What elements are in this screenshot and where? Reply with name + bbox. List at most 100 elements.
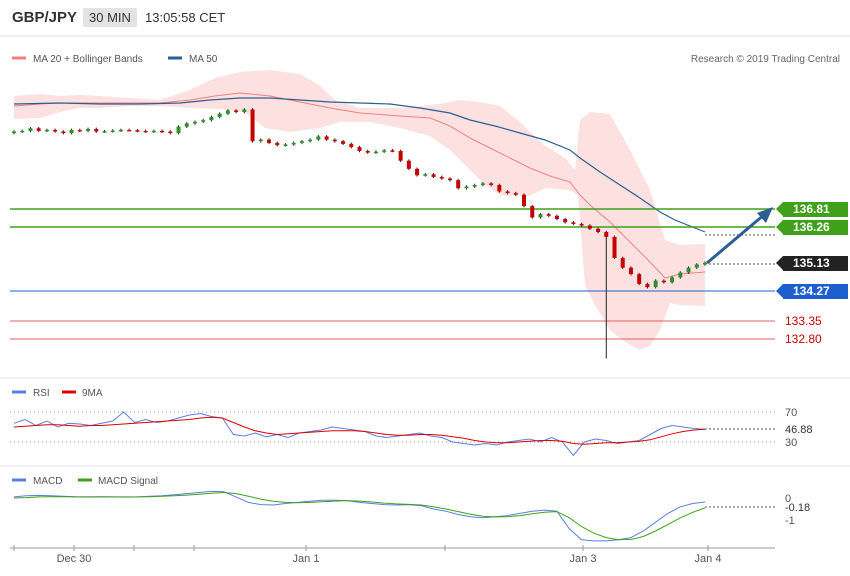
macd-signal-line <box>13 491 706 541</box>
candle-body <box>406 160 411 169</box>
candle-body <box>217 113 222 117</box>
candle-body <box>456 180 461 189</box>
price-label-133.35: 133.35 <box>785 314 822 328</box>
timeframe-badge[interactable]: 30 MIN <box>83 8 137 27</box>
candle-body <box>44 129 49 132</box>
macd-line <box>13 490 706 542</box>
candle-body <box>661 280 666 283</box>
candle-body <box>61 131 66 134</box>
candle-body <box>357 147 362 151</box>
candle-body <box>678 272 683 278</box>
candle-body <box>431 174 436 177</box>
forecast-arrow <box>706 207 773 265</box>
ma20-line <box>13 92 706 279</box>
price-label-132.80: 132.80 <box>785 332 822 346</box>
candle-body <box>604 232 609 237</box>
candle-body <box>628 267 633 275</box>
candle-body <box>69 129 74 134</box>
candle-body <box>694 264 699 268</box>
candle-body <box>242 109 247 113</box>
x-label-jan1: Jan 1 <box>293 553 320 565</box>
macd-tick-minus-1: -1 <box>785 515 795 527</box>
rsi-legend: RSI 9MA <box>12 388 103 399</box>
candle-body <box>341 141 346 144</box>
symbol-title: GBP/JPY <box>12 9 78 26</box>
candle-body <box>94 128 99 132</box>
macd-legend-label: MACD <box>33 476 62 487</box>
legend-ma50-label: MA 50 <box>189 54 218 65</box>
candle-body <box>480 183 485 186</box>
candle-body <box>258 139 263 142</box>
candle-body <box>637 274 642 284</box>
candle-body <box>110 130 115 133</box>
candle-body <box>168 131 173 134</box>
candle-body <box>472 185 477 187</box>
candle-body <box>563 219 568 223</box>
candle-body <box>703 262 707 265</box>
candle-body <box>143 130 148 133</box>
candle-body <box>20 130 25 133</box>
price-tag-134.27: 134.27 <box>776 284 848 299</box>
candle-body <box>12 131 16 134</box>
price-tag-136.81: 136.81 <box>776 202 848 217</box>
candle-body <box>497 185 502 192</box>
candle-body <box>423 174 428 176</box>
candle-body <box>201 120 206 122</box>
candle-body <box>653 280 658 288</box>
candle-body <box>538 214 543 218</box>
rsi-9ma-legend-label: 9MA <box>82 388 103 399</box>
main-legend: MA 20 + Bollinger Bands MA 50 <box>12 54 218 65</box>
candle-body <box>316 136 321 140</box>
candle-body <box>398 150 403 161</box>
legend-ma20-label: MA 20 + Bollinger Bands <box>33 54 143 65</box>
candle-body <box>522 194 527 207</box>
candle-body <box>620 257 625 268</box>
candle-body <box>373 151 378 154</box>
candle-body <box>118 129 123 132</box>
candle-body <box>554 215 559 220</box>
candle-body <box>28 128 33 131</box>
candle-body <box>390 150 395 152</box>
x-axis-ticks <box>13 545 709 551</box>
price-tag-136.26: 136.26 <box>776 220 848 235</box>
candle-body <box>135 130 140 132</box>
price-tag-135.13: 135.13 <box>776 256 848 271</box>
candle-body <box>77 129 82 132</box>
candle-body <box>513 193 518 195</box>
rsi-current-value: 46.88 <box>785 424 813 436</box>
candle-body <box>596 228 601 233</box>
candle-body <box>192 121 197 124</box>
candle-body <box>225 110 230 114</box>
rsi-tick-30: 30 <box>785 437 797 449</box>
candle-body <box>579 223 584 226</box>
x-label-jan3: Jan 3 <box>570 553 597 565</box>
candle-body <box>365 150 370 153</box>
candle-body <box>86 128 91 131</box>
candle-body <box>209 116 214 121</box>
rsi-9ma-line <box>13 416 706 445</box>
rsi-legend-label: RSI <box>33 388 50 399</box>
ma50-line <box>13 97 706 233</box>
timestamp: 13:05:58 CET <box>145 10 226 25</box>
candle-body <box>382 150 387 152</box>
candle-body <box>546 214 551 216</box>
candle-body <box>587 225 592 229</box>
candle-body <box>102 131 107 133</box>
macd-tick-0: 0 <box>785 493 791 505</box>
candle-body <box>160 130 165 133</box>
x-label-dec30: Dec 30 <box>57 553 92 565</box>
candle-body <box>612 236 617 258</box>
candle-body <box>324 136 329 140</box>
macd-current-value: -0.18 <box>785 502 810 514</box>
candle-body <box>283 144 288 146</box>
candle-body <box>299 141 304 143</box>
candle-body <box>176 126 181 134</box>
candle-body <box>127 129 132 132</box>
candle-body <box>291 142 296 145</box>
x-label-jan4: Jan 4 <box>695 553 722 565</box>
rsi-line <box>13 411 706 457</box>
candle-body <box>349 143 354 148</box>
candle-body <box>234 110 239 113</box>
candle-body <box>505 191 510 194</box>
